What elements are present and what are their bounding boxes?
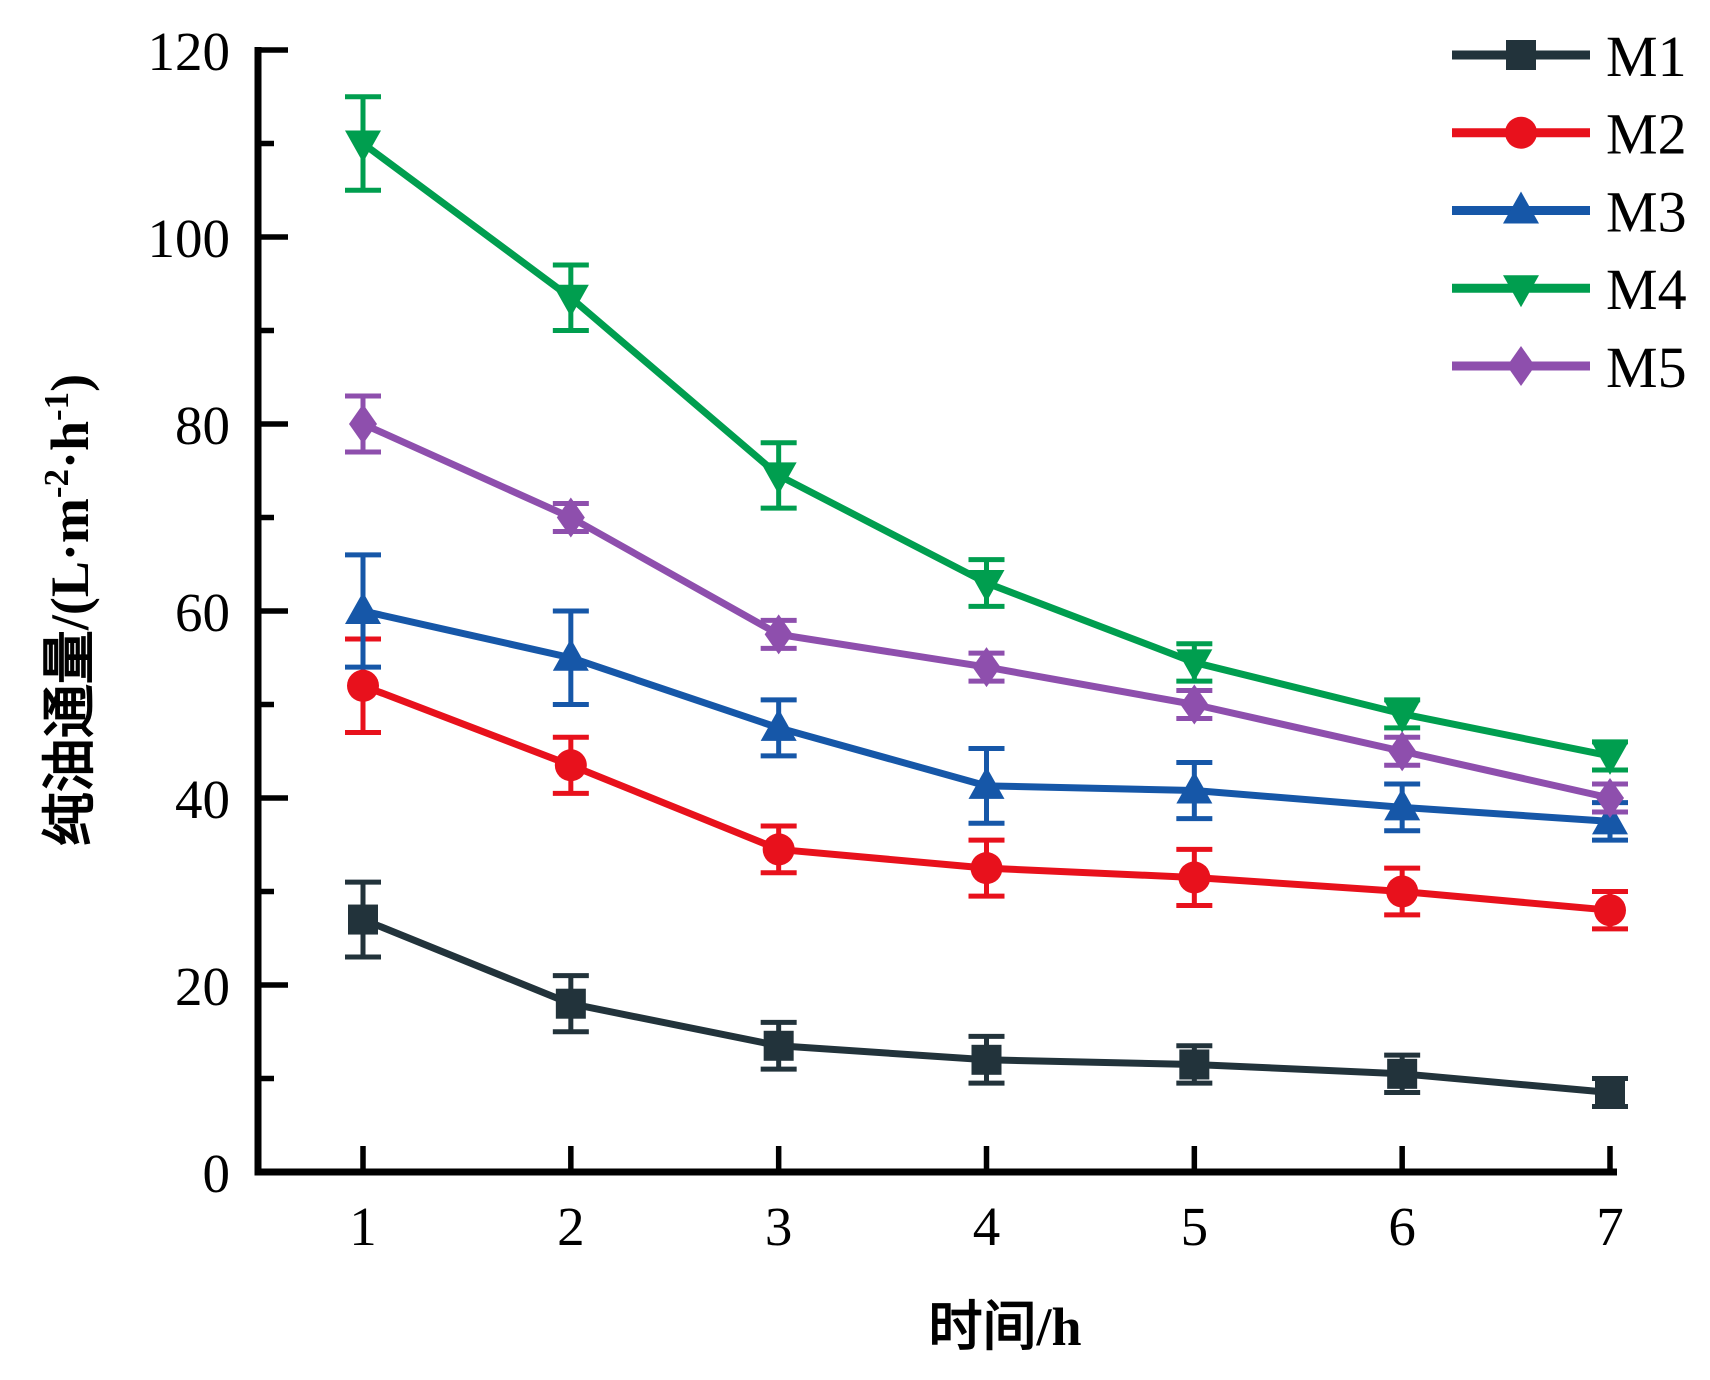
y-tick-label: 20 [175, 956, 230, 1017]
series-M5-point [556, 497, 585, 538]
series-M4-point [760, 462, 797, 495]
series-M2-point [1386, 875, 1419, 908]
legend-item-M2: M2 [1452, 102, 1687, 167]
series-M3-point [1384, 788, 1421, 821]
series-M2-point [762, 833, 795, 866]
series-M1-point [1387, 1058, 1418, 1089]
series-M5-point [972, 647, 1001, 688]
legend-item-M1: M1 [1452, 24, 1687, 89]
series-M5-point [1595, 778, 1624, 818]
y-tick-label: 120 [148, 21, 231, 82]
series-M1-point [348, 904, 378, 935]
series-M3-point [760, 708, 797, 741]
series-M1-point [1594, 1077, 1625, 1108]
legend-label-M4: M4 [1606, 257, 1687, 322]
x-tick-label: 2 [557, 1196, 585, 1257]
y-tick-label: 80 [175, 395, 230, 456]
legend-marker-M5 [1507, 346, 1535, 386]
x-tick-label: 5 [1181, 1196, 1209, 1257]
series-M2-point [554, 749, 587, 782]
legend-label-M2: M2 [1606, 102, 1687, 167]
y-tick-label: 0 [203, 1143, 231, 1204]
series-M5-line [361, 420, 1611, 802]
series-M5-point [1388, 731, 1417, 772]
series-M1-point [763, 1030, 794, 1061]
x-tick-label: 6 [1388, 1196, 1416, 1257]
series-M4-point [968, 569, 1005, 602]
series-M4-point [552, 284, 589, 317]
series-M1-point [971, 1044, 1002, 1075]
legend-label-M5: M5 [1606, 335, 1687, 400]
series-M4-point [345, 130, 381, 163]
legend-marker-M3 [1503, 191, 1539, 224]
legend-item-M5: M5 [1452, 335, 1687, 400]
y-tick-label: 100 [148, 208, 231, 269]
y-tick-label: 60 [175, 582, 230, 643]
legend-item-M3: M3 [1452, 179, 1687, 244]
series-M3-point [345, 592, 381, 624]
x-tick-label: 1 [349, 1196, 377, 1257]
x-tick-label: 3 [765, 1196, 793, 1257]
series-M3-point [1176, 771, 1213, 804]
series-M2-point [1593, 894, 1626, 927]
series-M2-point [970, 852, 1003, 885]
legend-marker-M2 [1505, 116, 1537, 149]
series-M2-point [347, 669, 379, 702]
series-M4-point [1591, 742, 1628, 775]
y-tick-label: 40 [175, 769, 230, 830]
series-M2-point [1178, 861, 1211, 894]
series-M5-point [1180, 684, 1209, 725]
x-tick-label: 4 [973, 1196, 1001, 1257]
series-M3-point [552, 638, 589, 671]
x-tick-label: 7 [1596, 1196, 1624, 1257]
legend-item-M4: M4 [1452, 257, 1687, 322]
legend-label-M1: M1 [1606, 24, 1687, 89]
legend-marker-M1 [1506, 40, 1536, 70]
series-M4-point [1176, 649, 1213, 682]
series-M1-point [1179, 1049, 1210, 1080]
legend-marker-M4 [1503, 275, 1539, 308]
legend-label-M3: M3 [1606, 179, 1687, 244]
series-M4-point [1384, 700, 1421, 733]
y-axis-label: 纯油通量/(L·m-2·h-1) [37, 374, 100, 846]
x-axis-label: 时间/h [928, 1297, 1081, 1357]
series-M1-point [555, 988, 586, 1019]
series-M5-point [764, 614, 793, 655]
series-M5-point [349, 404, 377, 444]
series-M3-point [1591, 802, 1628, 835]
series-M3-point [968, 766, 1005, 799]
